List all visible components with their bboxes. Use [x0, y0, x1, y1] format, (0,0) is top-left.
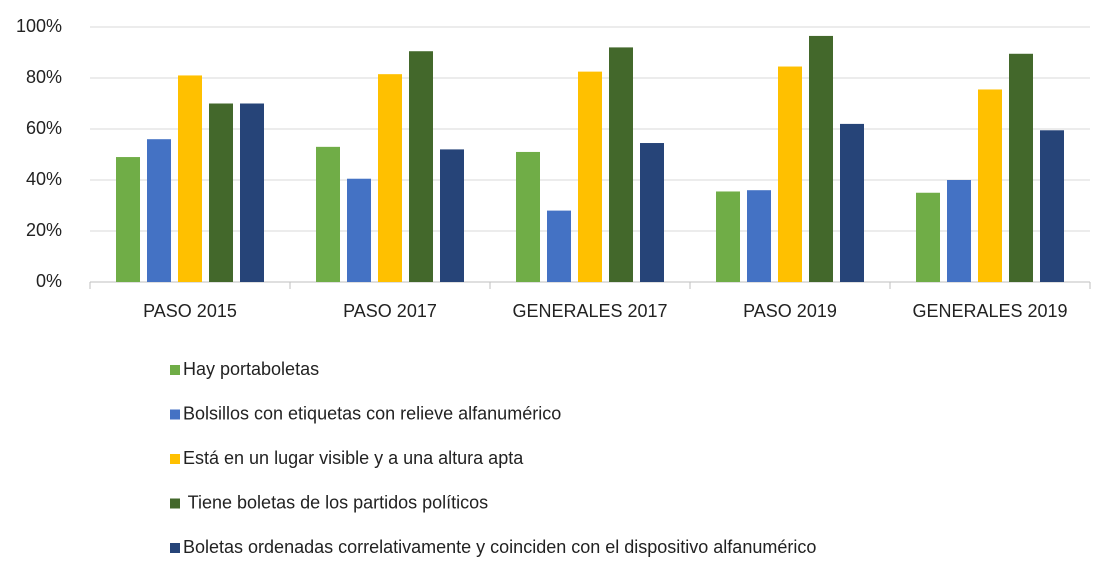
bar: [747, 190, 771, 282]
legend-label: Boletas ordenadas correlativamente y coi…: [183, 537, 816, 557]
bar: [347, 178, 371, 282]
x-tick-label: PASO 2019: [743, 301, 837, 321]
bar: [716, 191, 740, 282]
bar: [240, 103, 264, 282]
bar: [978, 89, 1002, 282]
bar: [178, 75, 202, 282]
y-tick-label: 40%: [26, 169, 62, 189]
legend-label: Tiene boletas de los partidos políticos: [183, 492, 488, 512]
x-tick-label: GENERALES 2019: [912, 301, 1067, 321]
bar: [840, 123, 864, 283]
y-tick-label: 60%: [26, 118, 62, 138]
legend-swatch: [170, 365, 180, 375]
bar: [116, 157, 140, 282]
bar: [609, 47, 633, 283]
legend-label: Bolsillos con etiquetas con relieve alfa…: [183, 403, 561, 423]
bar: [640, 143, 664, 282]
legend-swatch: [170, 454, 180, 464]
bar: [147, 139, 171, 282]
x-tick-label: PASO 2015: [143, 301, 237, 321]
bar: [1009, 53, 1033, 283]
bar: [378, 74, 402, 282]
y-tick-label: 0%: [36, 271, 62, 291]
bar: [578, 71, 602, 282]
bar: [316, 146, 340, 282]
bar: [916, 192, 940, 282]
bar: [809, 35, 833, 282]
bar: [409, 51, 433, 282]
bar: [547, 210, 571, 282]
bar: [209, 103, 233, 282]
x-tick-label: GENERALES 2017: [512, 301, 667, 321]
legend-swatch: [170, 409, 180, 420]
x-tick-label: PASO 2017: [343, 301, 437, 321]
legend-swatch: [170, 543, 180, 553]
legend-label: Hay portaboletas: [183, 359, 319, 379]
y-tick-label: 80%: [26, 67, 62, 87]
legend-swatch: [170, 498, 180, 509]
bar: [440, 149, 464, 282]
y-tick-label: 100%: [16, 16, 62, 36]
bar: [516, 151, 540, 282]
y-tick-label: 20%: [26, 220, 62, 240]
bar: [947, 180, 971, 282]
bar: [1040, 130, 1064, 282]
legend-label: Está en un lugar visible y a una altura …: [183, 448, 524, 468]
bar: [778, 66, 802, 283]
